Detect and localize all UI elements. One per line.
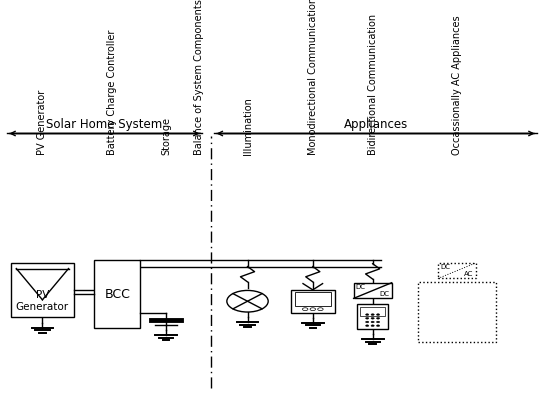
Circle shape [302, 308, 308, 311]
Bar [357, 303, 388, 329]
Circle shape [376, 321, 380, 323]
Circle shape [371, 321, 374, 323]
Bar [291, 290, 335, 313]
Circle shape [366, 314, 369, 315]
Text: Appliances: Appliances [343, 118, 408, 131]
Text: BCC: BCC [104, 288, 130, 301]
Text: Illumination: Illumination [243, 97, 252, 155]
Text: DC: DC [356, 284, 366, 290]
Circle shape [371, 318, 374, 319]
Text: DC: DC [380, 291, 390, 297]
Circle shape [371, 325, 374, 326]
Circle shape [310, 308, 316, 311]
Circle shape [371, 314, 374, 315]
Circle shape [366, 321, 369, 323]
Text: Storage: Storage [161, 117, 171, 155]
Circle shape [366, 325, 369, 326]
Text: Solar Home System: Solar Home System [46, 118, 163, 131]
Text: Occassionally AC Appliances: Occassionally AC Appliances [452, 15, 462, 155]
Text: DC: DC [441, 264, 450, 270]
Bar [295, 292, 331, 306]
Circle shape [366, 318, 369, 319]
Bar [94, 260, 140, 328]
Bar [418, 282, 496, 341]
Circle shape [318, 308, 323, 311]
Bar [360, 307, 385, 316]
Text: Bidirectional Communication: Bidirectional Communication [368, 14, 378, 155]
Text: AC: AC [464, 271, 473, 277]
Text: Monodirectional Communication: Monodirectional Communication [308, 0, 318, 155]
Text: PV Generator: PV Generator [38, 90, 47, 155]
Circle shape [376, 325, 380, 326]
Bar [438, 263, 476, 279]
Circle shape [376, 318, 380, 319]
Circle shape [227, 290, 268, 312]
Text: PV
Generator: PV Generator [16, 290, 69, 312]
Bar [11, 263, 74, 317]
Circle shape [376, 314, 380, 315]
Text: Battery Charge Controller: Battery Charge Controller [107, 30, 116, 155]
Text: Balance of System Components: Balance of System Components [194, 0, 203, 155]
Bar [354, 283, 392, 298]
